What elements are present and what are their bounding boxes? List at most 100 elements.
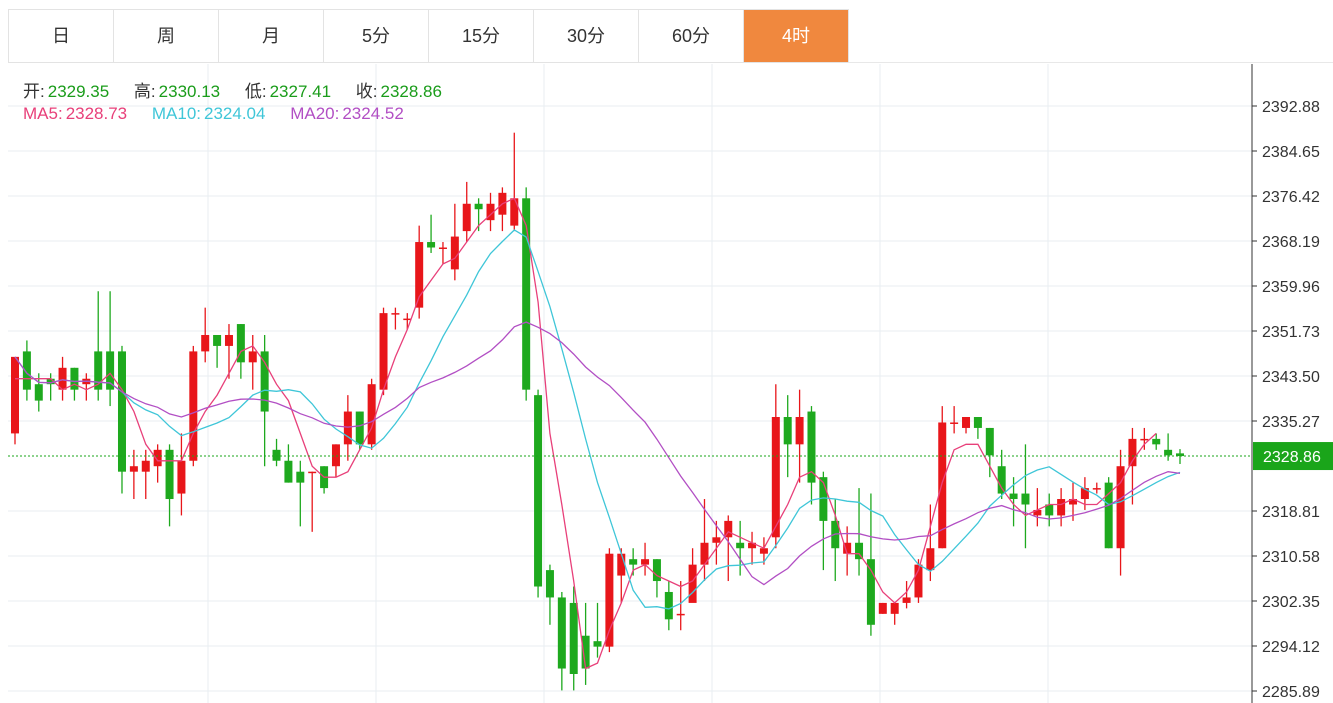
candle-body	[141, 460, 150, 472]
candle-body	[902, 597, 911, 603]
candle-body	[510, 198, 519, 226]
y-tick-label: 2359.96	[1262, 279, 1320, 296]
candle-body	[201, 334, 210, 352]
current-price-box	[1253, 442, 1333, 471]
ma20-label: MA20:	[290, 104, 340, 123]
candle-body	[189, 351, 198, 461]
candle-body	[890, 602, 899, 614]
candle-body	[106, 351, 115, 390]
ma5-value: 2328.73	[65, 104, 128, 123]
candle-body	[331, 444, 340, 467]
y-tick-label: 2392.88	[1262, 99, 1320, 116]
candle-body	[177, 460, 186, 494]
candle-body	[1021, 493, 1030, 505]
candle-body	[474, 203, 483, 210]
candle-body	[819, 477, 828, 521]
y-tick-label: 2368.19	[1262, 234, 1320, 251]
y-tick-label: 2318.81	[1262, 504, 1320, 521]
candle-body	[1009, 493, 1018, 500]
candle-body	[878, 602, 887, 614]
tabs-divider	[848, 62, 1333, 63]
candle-body	[950, 422, 959, 424]
candle-body	[569, 602, 578, 674]
tab-4[interactable]: 15分	[429, 10, 534, 62]
candle-body	[248, 351, 257, 363]
candle-body	[914, 564, 923, 598]
candle-body	[724, 520, 733, 538]
candle-body	[581, 635, 590, 669]
tab-7[interactable]: 4时	[744, 10, 849, 62]
tab-6[interactable]: 60分	[639, 10, 744, 62]
tab-3[interactable]: 5分	[324, 10, 429, 62]
timeframe-tabs: 日周月 5分 15分 30分 60分 4时	[8, 9, 849, 63]
candle-body	[641, 559, 650, 565]
ohlc-legend: 开: 2329.35 高: 2330.13 低: 2327.41 收: 2328.86	[23, 77, 445, 102]
candle-body	[866, 559, 875, 625]
candle-body	[759, 548, 768, 554]
low-label: 低:	[244, 82, 267, 101]
candle-body	[1092, 488, 1101, 490]
candle-body	[11, 356, 19, 434]
candle-body	[462, 203, 471, 232]
ma20-line	[14, 321, 1181, 586]
candle-body	[450, 236, 459, 270]
candle-body	[1116, 466, 1125, 549]
y-tick-label: 2310.58	[1262, 549, 1320, 566]
candle-body	[272, 449, 281, 461]
candle-body	[664, 591, 673, 620]
candle-body	[712, 537, 721, 543]
candle-body	[676, 613, 685, 616]
candle-body	[236, 324, 245, 363]
candle-body	[629, 559, 638, 565]
candle-body	[70, 367, 79, 390]
candle-body	[1080, 488, 1089, 500]
candle-body	[736, 542, 745, 549]
y-tick-label: 2343.50	[1262, 369, 1320, 386]
candle-body	[605, 553, 614, 647]
candle-body	[367, 384, 376, 445]
candle-body	[1045, 504, 1054, 516]
candle-body	[403, 318, 412, 321]
candle-body	[652, 559, 661, 582]
candle-body	[117, 351, 126, 472]
y-tick-label: 2335.27	[1262, 414, 1320, 431]
y-tick-label: 2302.35	[1262, 594, 1320, 611]
candle-body	[1069, 499, 1078, 505]
y-tick-label: 2351.73	[1262, 324, 1320, 341]
open-label: 开:	[23, 82, 45, 101]
tab-0[interactable]: 日	[9, 10, 114, 62]
candle-body	[1164, 449, 1173, 456]
ma10-label: MA10:	[151, 104, 202, 123]
y-tick-label: 2294.12	[1262, 639, 1320, 656]
candle-body	[617, 553, 626, 576]
candle-body	[795, 417, 804, 445]
candle-body	[58, 367, 67, 390]
candle-body	[973, 417, 982, 428]
high-value: 2330.13	[158, 82, 221, 101]
candle-body	[427, 242, 436, 248]
ma20-value: 2324.52	[342, 104, 404, 123]
y-tick-label: 2376.42	[1262, 189, 1320, 206]
tab-5[interactable]: 30分	[534, 10, 639, 62]
candle-body	[783, 417, 792, 445]
candle-body	[1033, 509, 1042, 516]
low-value: 2327.41	[269, 82, 332, 101]
candle-body	[593, 641, 602, 647]
close-label: 收:	[355, 82, 378, 101]
candle-body	[997, 466, 1006, 494]
candle-body	[165, 449, 174, 500]
candle-body	[129, 466, 138, 472]
tab-1[interactable]: 周	[114, 10, 219, 62]
tab-2[interactable]: 月	[219, 10, 324, 62]
candle-body	[391, 313, 400, 315]
candle-body	[926, 548, 935, 571]
candle-body	[1057, 499, 1066, 516]
candle-body	[94, 351, 103, 390]
ma5-label: MA5:	[23, 104, 63, 123]
candle-body	[438, 247, 447, 250]
ma10-line	[14, 229, 1181, 610]
candle-body	[534, 395, 543, 587]
candle-body	[355, 411, 364, 445]
candle-body	[296, 471, 305, 483]
candle-body	[224, 334, 233, 346]
